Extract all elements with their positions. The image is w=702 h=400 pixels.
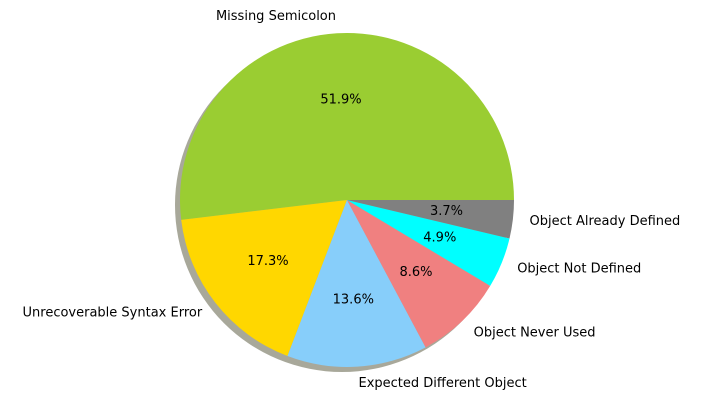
category-label-expected-different-object: Expected Different Object (359, 376, 527, 391)
category-labels: Missing Semicolon Unrecoverable Syntax Er… (23, 9, 681, 391)
percent-label-missing-semicolon: 51.9% (320, 93, 361, 108)
percent-label-expected-different-object: 13.6% (333, 293, 374, 308)
category-label-unrecoverable-syntax-error: Unrecoverable Syntax Error (23, 306, 203, 321)
slice-object-never-used (347, 200, 491, 348)
pie-slices (180, 32, 514, 367)
percent-label-unrecoverable-syntax-error: 17.3% (247, 254, 288, 269)
category-label-object-not-defined: Object Not Defined (517, 262, 641, 277)
category-label-object-never-used: Object Never Used (474, 326, 596, 341)
slice-unrecoverable-syntax-error (181, 200, 347, 357)
percent-labels: 51.9% 17.3% 13.6% 8.6% 4.9% 3.7% (247, 93, 463, 308)
category-label-object-already-defined: Object Already Defined (530, 214, 681, 229)
percent-label-object-not-defined: 4.9% (423, 230, 456, 245)
slice-expected-different-object (287, 200, 426, 367)
percent-label-object-never-used: 8.6% (399, 265, 432, 280)
slice-missing-semicolon (180, 32, 514, 220)
slice-object-not-defined (347, 200, 510, 286)
percent-label-object-already-defined: 3.7% (430, 204, 463, 219)
category-label-missing-semicolon: Missing Semicolon (216, 9, 336, 24)
slice-object-already-defined (347, 200, 514, 239)
